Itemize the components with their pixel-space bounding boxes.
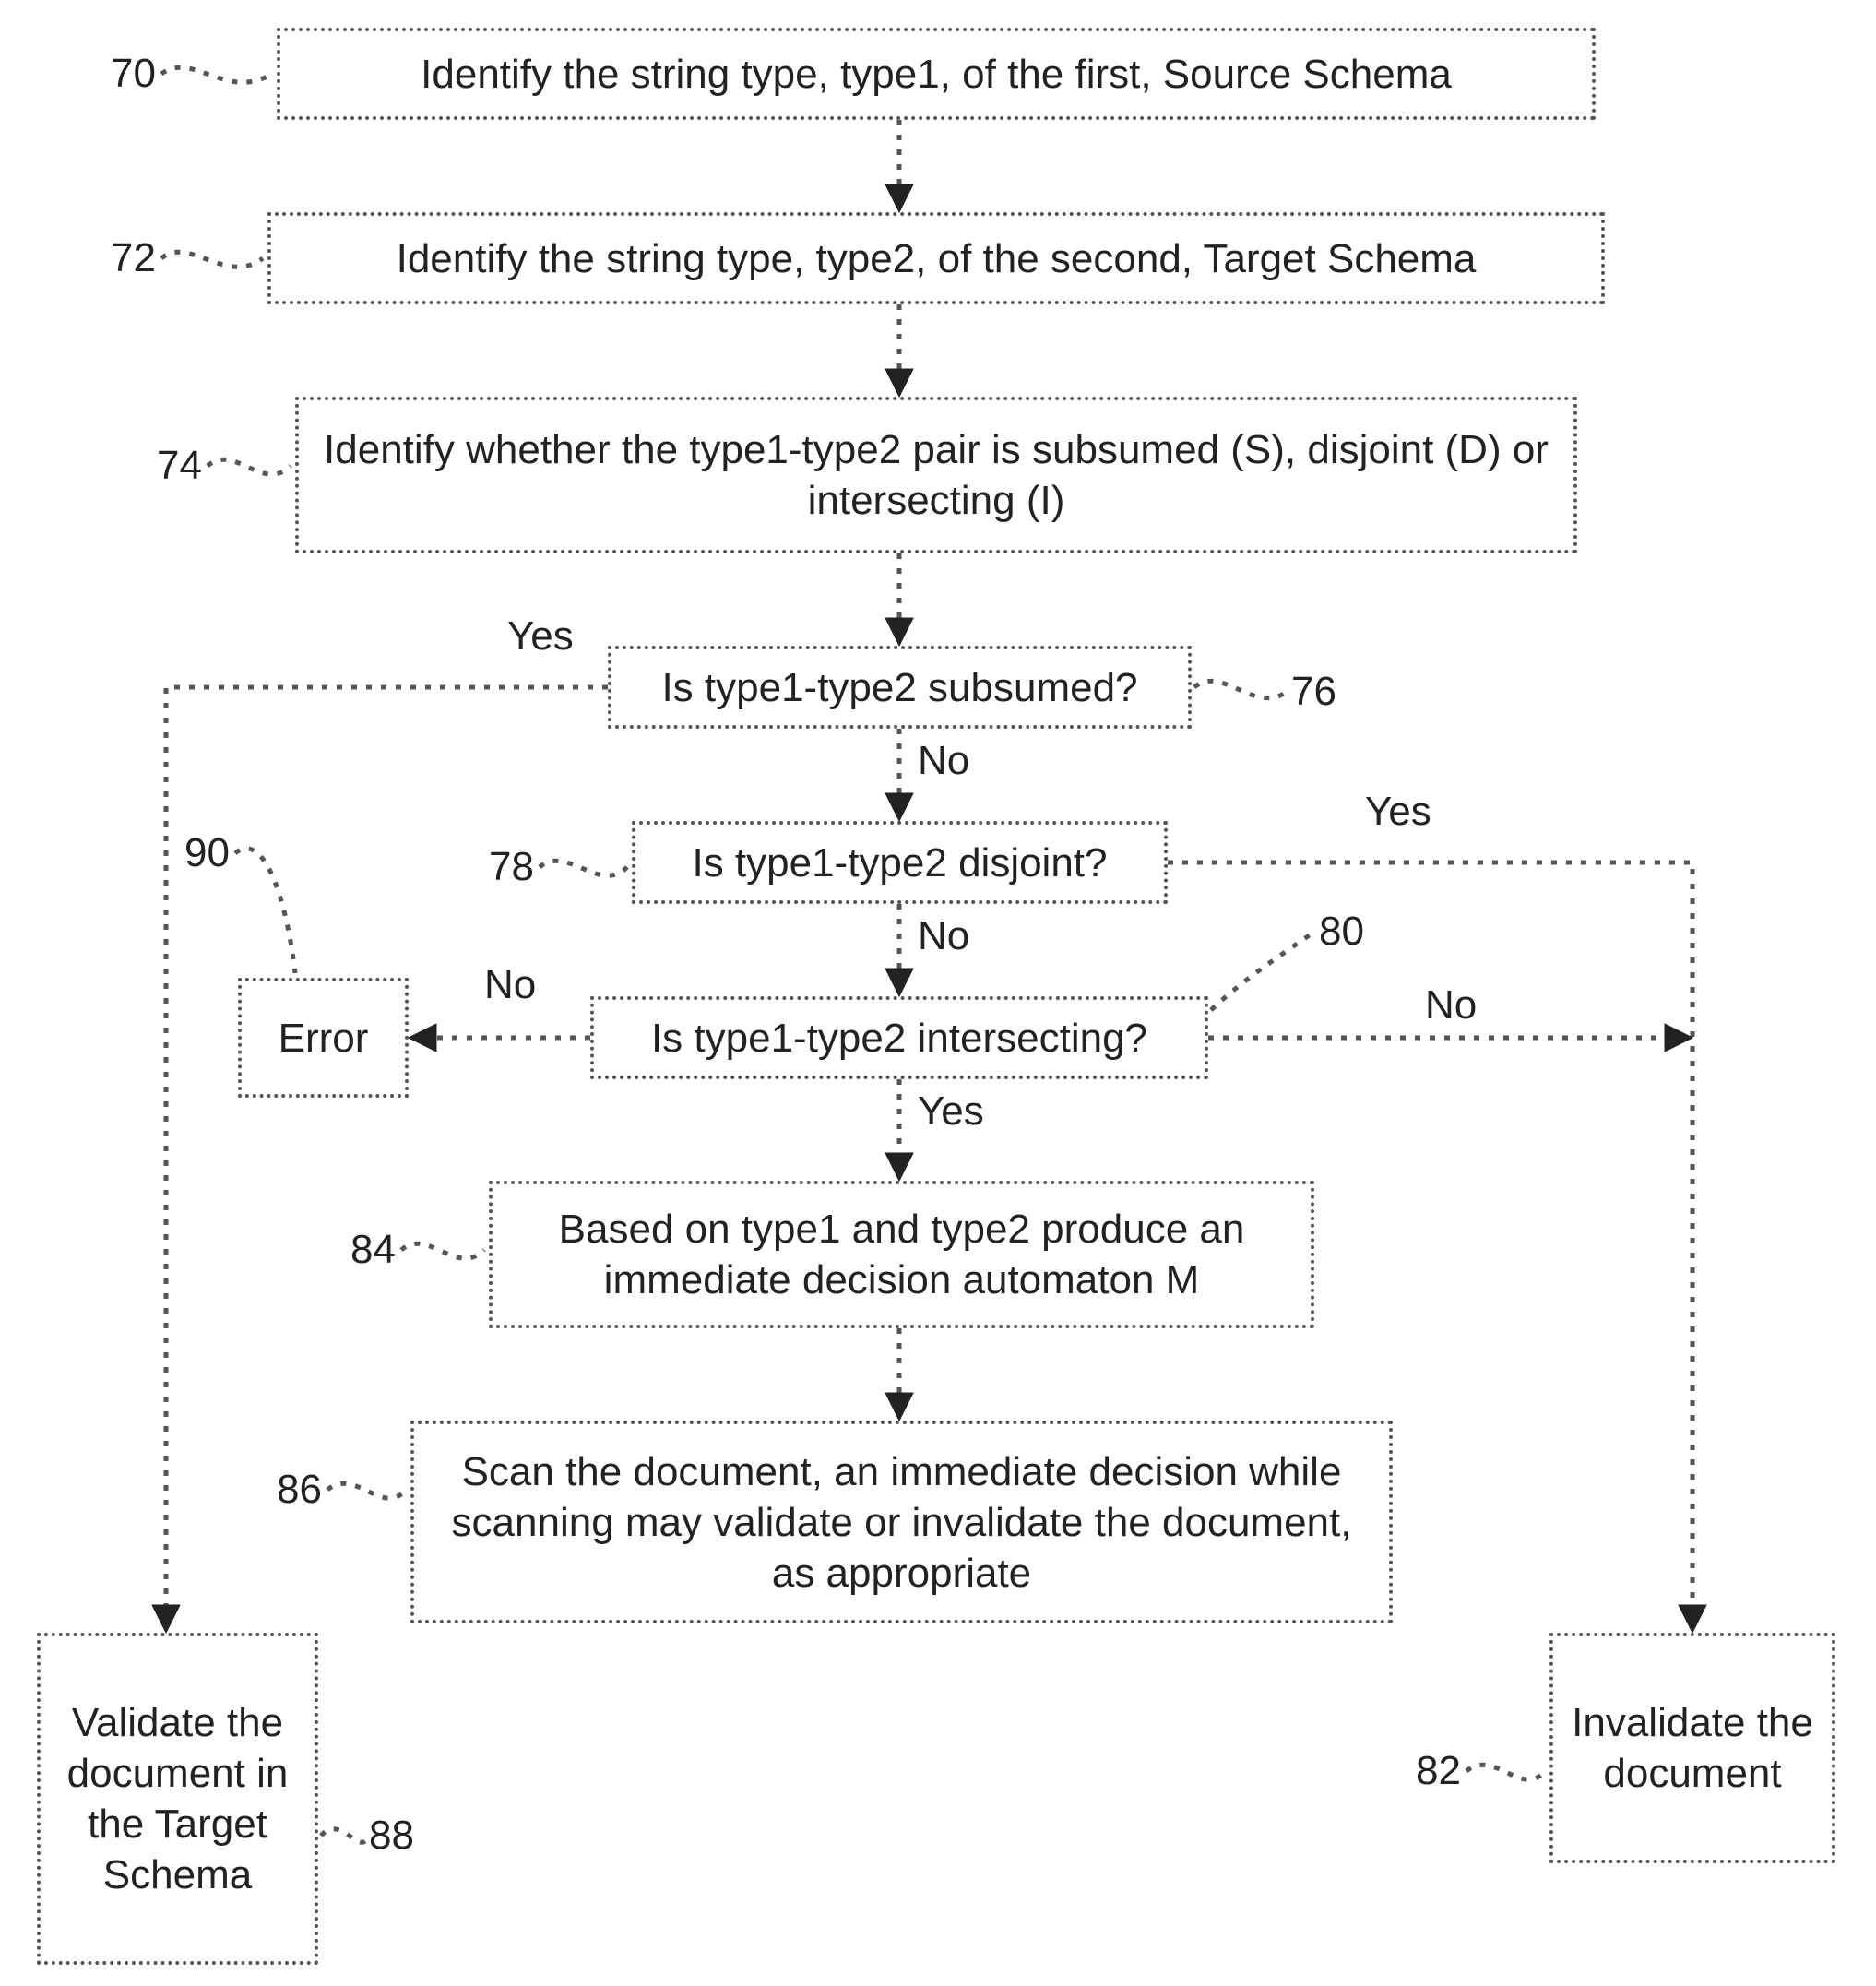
step-72-text: Identify the string type, type2, of the … (397, 233, 1477, 284)
ref-70: 70 (111, 51, 156, 97)
step-74-text: Identify whether the type1-type2 pair is… (317, 424, 1555, 526)
step-84: Based on type1 and type2 produce an imme… (489, 1181, 1314, 1328)
ref-78: 78 (489, 844, 534, 890)
step-82-text: Invalidate the document (1572, 1697, 1813, 1799)
label-no-78: No (918, 913, 969, 959)
ref-82: 82 (1416, 1748, 1461, 1794)
step-90-text: Error (279, 1013, 369, 1064)
step-84-text: Based on type1 and type2 produce an imme… (511, 1204, 1292, 1305)
step-82: Invalidate the document (1549, 1633, 1835, 1863)
step-88-text: Validate the document in the Target Sche… (59, 1697, 296, 1900)
decision-78: Is type1-type2 disjoint? (632, 821, 1168, 904)
step-72: Identify the string type, type2, of the … (267, 212, 1605, 304)
label-no-80b: No (1425, 982, 1477, 1029)
label-yes-80: Yes (918, 1088, 984, 1135)
ref-80: 80 (1319, 909, 1364, 955)
ref-84: 84 (350, 1227, 396, 1273)
label-no-76: No (918, 738, 969, 784)
step-70-text: Identify the string type, type1, of the … (421, 49, 1452, 100)
step-74: Identify whether the type1-type2 pair is… (295, 397, 1577, 553)
ref-72: 72 (111, 235, 156, 281)
ref-90: 90 (184, 830, 230, 876)
step-88: Validate the document in the Target Sche… (37, 1633, 318, 1965)
ref-86: 86 (277, 1467, 322, 1513)
ref-74: 74 (157, 443, 202, 489)
ref-76: 76 (1291, 669, 1336, 715)
decision-76-text: Is type1-type2 subsumed? (661, 662, 1137, 713)
step-86: Scan the document, an immediate decision… (410, 1421, 1393, 1623)
step-90: Error (238, 978, 409, 1098)
step-70: Identify the string type, type1, of the … (277, 28, 1596, 120)
step-86-text: Scan the document, an immediate decision… (433, 1446, 1371, 1599)
label-yes-78: Yes (1365, 789, 1431, 835)
ref-88: 88 (369, 1813, 414, 1859)
label-yes-76: Yes (507, 613, 574, 660)
decision-76: Is type1-type2 subsumed? (608, 646, 1192, 729)
decision-78-text: Is type1-type2 disjoint? (692, 838, 1107, 888)
decision-80: Is type1-type2 intersecting? (590, 996, 1208, 1079)
label-no-80a: No (484, 962, 536, 1008)
flowchart-canvas: Identify the string type, type1, of the … (0, 0, 1876, 1986)
decision-80-text: Is type1-type2 intersecting? (651, 1013, 1147, 1064)
